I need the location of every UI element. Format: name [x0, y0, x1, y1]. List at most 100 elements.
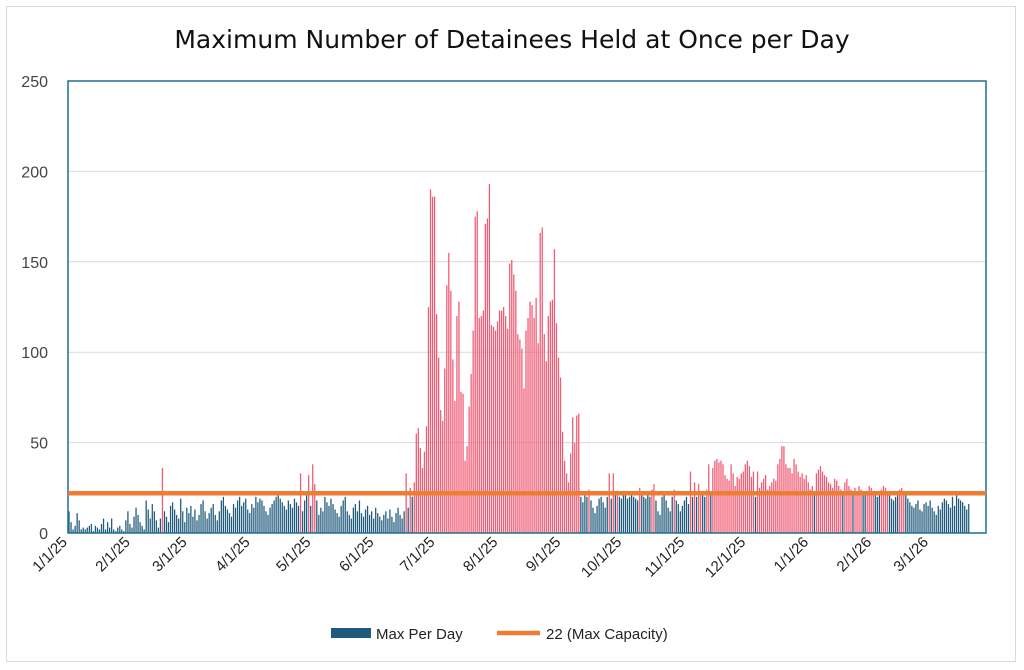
- bar: [754, 496, 757, 533]
- bar: [224, 505, 227, 533]
- bar: [366, 505, 369, 533]
- bar: [167, 522, 170, 533]
- bar: [549, 301, 551, 533]
- bar: [306, 493, 308, 533]
- bar: [543, 334, 545, 533]
- bar: [561, 431, 564, 533]
- bar: [779, 458, 781, 533]
- bar: [466, 446, 468, 533]
- bar: [102, 518, 105, 533]
- bar: [212, 504, 214, 533]
- bar: [395, 513, 397, 533]
- bar: [765, 475, 767, 533]
- bar: [669, 511, 671, 533]
- bar: [596, 505, 598, 533]
- bar: [903, 491, 905, 533]
- bar: [275, 496, 277, 533]
- bar: [578, 413, 580, 533]
- bar: [815, 473, 818, 533]
- bar: [742, 471, 744, 533]
- bar: [614, 495, 616, 533]
- bar: [165, 516, 168, 533]
- bar: [805, 475, 807, 533]
- bar: [582, 502, 584, 533]
- bar: [527, 317, 529, 533]
- bar: [251, 504, 253, 533]
- bar: [823, 475, 826, 533]
- bar: [111, 518, 113, 533]
- bar: [450, 290, 452, 533]
- bar: [888, 495, 891, 533]
- bar: [513, 274, 515, 533]
- bar: [397, 507, 399, 533]
- bar: [375, 507, 377, 533]
- bar: [850, 489, 852, 533]
- bar: [866, 491, 868, 533]
- bar: [602, 502, 604, 533]
- bar: [580, 496, 582, 533]
- gridlines: [68, 170, 986, 444]
- bar: [852, 493, 854, 533]
- bar: [123, 531, 125, 533]
- bar: [324, 496, 326, 533]
- y-tick-label: 0: [39, 526, 48, 543]
- x-tick-label: 2/1/26: [834, 534, 876, 576]
- bar: [303, 500, 306, 533]
- bar: [622, 493, 625, 533]
- bar: [811, 485, 813, 533]
- y-tick-label: 200: [21, 164, 48, 181]
- bar: [732, 473, 734, 533]
- bar: [892, 500, 895, 533]
- bar: [541, 227, 543, 533]
- bar: [389, 509, 391, 533]
- bar: [586, 496, 588, 533]
- bar: [862, 493, 864, 533]
- bar: [909, 502, 911, 533]
- bar: [196, 520, 198, 533]
- bar: [712, 467, 714, 533]
- bar: [159, 518, 162, 533]
- bar: [446, 285, 448, 533]
- bar: [736, 476, 738, 533]
- bar: [220, 500, 222, 533]
- bar: [848, 485, 850, 533]
- bar: [318, 514, 320, 533]
- bar: [537, 343, 539, 533]
- bar: [645, 498, 647, 533]
- bar: [787, 467, 789, 533]
- bar: [202, 500, 204, 533]
- bar: [472, 330, 474, 533]
- bar: [88, 525, 90, 533]
- bar: [949, 507, 952, 533]
- legend-swatch-max-per-day: [331, 628, 371, 638]
- bar: [84, 529, 86, 533]
- bar: [362, 516, 365, 533]
- bar: [700, 491, 702, 533]
- bar: [793, 458, 795, 533]
- x-tick-label: 3/1/25: [149, 534, 191, 576]
- bar: [738, 478, 740, 533]
- bar: [431, 196, 434, 533]
- x-tick-label: 8/1/25: [460, 534, 502, 576]
- bar: [486, 218, 489, 533]
- bar: [791, 473, 793, 533]
- bar: [249, 513, 251, 533]
- bar: [377, 513, 379, 533]
- bar: [411, 496, 413, 533]
- bar: [312, 464, 314, 533]
- bar: [117, 527, 119, 533]
- bar: [92, 531, 95, 533]
- bar: [655, 500, 657, 533]
- bar: [844, 482, 846, 533]
- bar: [210, 507, 212, 533]
- bar: [616, 491, 619, 533]
- bar: [937, 505, 939, 533]
- bar: [801, 473, 803, 533]
- bar: [121, 529, 123, 533]
- bar: [860, 489, 862, 533]
- bar: [966, 509, 968, 533]
- bar: [456, 316, 458, 533]
- bar: [263, 505, 265, 533]
- x-tick-label: 12/1/25: [702, 534, 749, 581]
- bar: [702, 495, 704, 533]
